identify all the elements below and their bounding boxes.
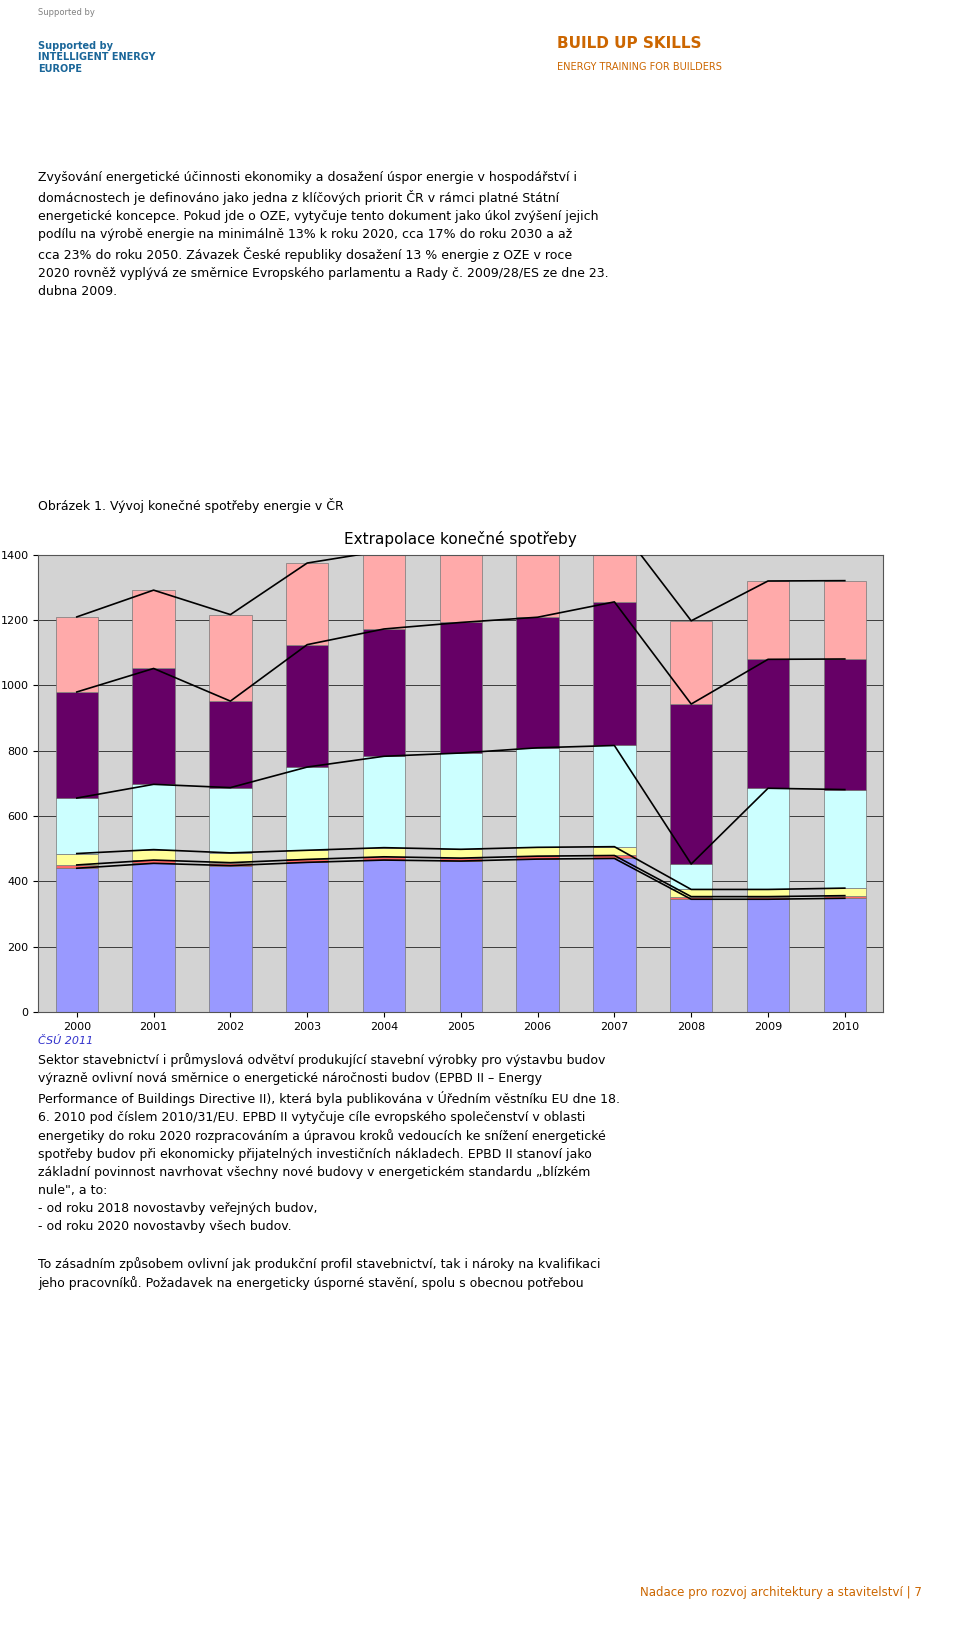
Bar — [516, 857, 559, 858]
Bar — [56, 865, 98, 868]
Bar — [593, 858, 636, 1012]
Bar — [286, 860, 328, 862]
Bar — [440, 849, 482, 858]
Bar — [516, 858, 559, 1012]
Text: Obrázek 1. Vývoj konečné spotřeby energie v ČR: Obrázek 1. Vývoj konečné spotřeby energi… — [38, 498, 344, 512]
Bar — [209, 702, 252, 788]
Bar — [132, 860, 175, 863]
Bar — [363, 628, 405, 756]
Bar — [286, 767, 328, 850]
Bar — [593, 521, 636, 602]
Bar — [132, 863, 175, 1012]
Bar — [363, 550, 405, 628]
Bar — [516, 747, 559, 847]
Bar — [363, 857, 405, 860]
Bar — [670, 863, 712, 889]
Bar — [56, 868, 98, 1012]
Text: Zvyšování energetické účinnosti ekonomiky a dosažení úspor energie v hospodářstv: Zvyšování energetické účinnosti ekonomik… — [38, 171, 609, 299]
Text: Supported by
INTELLIGENT ENERGY
EUROPE: Supported by INTELLIGENT ENERGY EUROPE — [38, 41, 156, 73]
Bar — [747, 659, 789, 788]
Bar — [670, 620, 712, 703]
Bar — [747, 889, 789, 896]
Bar — [363, 756, 405, 847]
Bar — [56, 692, 98, 798]
Bar — [132, 785, 175, 850]
Bar — [132, 591, 175, 669]
Bar — [593, 746, 636, 847]
Bar — [747, 788, 789, 889]
Bar — [824, 790, 866, 888]
Bar — [209, 854, 252, 863]
Bar — [593, 855, 636, 858]
Bar — [56, 798, 98, 854]
Bar — [56, 854, 98, 865]
Bar — [747, 899, 789, 1012]
Bar — [209, 788, 252, 854]
Bar — [516, 847, 559, 857]
Bar — [286, 850, 328, 860]
Bar — [670, 896, 712, 899]
Bar — [747, 896, 789, 899]
Bar — [440, 543, 482, 622]
Bar — [824, 898, 866, 1012]
Bar — [824, 896, 866, 898]
Bar — [209, 863, 252, 865]
Text: ČSÚ 2011: ČSÚ 2011 — [38, 1036, 94, 1046]
Bar — [747, 581, 789, 659]
Bar — [516, 617, 559, 747]
Bar — [132, 669, 175, 785]
Bar — [286, 563, 328, 645]
Text: Supported by: Supported by — [38, 8, 95, 18]
Bar — [670, 703, 712, 863]
Text: Nadace pro rozvoj architektury a stavitelství | 7: Nadace pro rozvoj architektury a stavite… — [639, 1586, 922, 1599]
Bar — [670, 899, 712, 1012]
Text: BUILD UP SKILLS: BUILD UP SKILLS — [557, 36, 702, 51]
Text: Sektor stavebnictví i průmyslová odvětví produkující stavební výrobky pro výstav: Sektor stavebnictví i průmyslová odvětví… — [38, 1053, 620, 1289]
Bar — [440, 858, 482, 862]
Bar — [132, 850, 175, 860]
Bar — [56, 617, 98, 692]
Text: ENERGY TRAINING FOR BUILDERS: ENERGY TRAINING FOR BUILDERS — [557, 62, 722, 72]
Bar — [593, 847, 636, 855]
Bar — [440, 622, 482, 752]
Bar — [286, 862, 328, 1012]
Bar — [440, 752, 482, 849]
Bar — [824, 888, 866, 896]
Bar — [516, 537, 559, 617]
Bar — [824, 659, 866, 790]
Bar — [209, 865, 252, 1012]
Bar — [286, 645, 328, 767]
Bar — [209, 615, 252, 702]
Bar — [593, 602, 636, 746]
Bar — [363, 860, 405, 1012]
Title: Extrapolace konečné spotřeby: Extrapolace konečné spotřeby — [345, 530, 577, 547]
Bar — [670, 889, 712, 896]
Bar — [363, 847, 405, 857]
Bar — [440, 862, 482, 1012]
Bar — [824, 581, 866, 659]
